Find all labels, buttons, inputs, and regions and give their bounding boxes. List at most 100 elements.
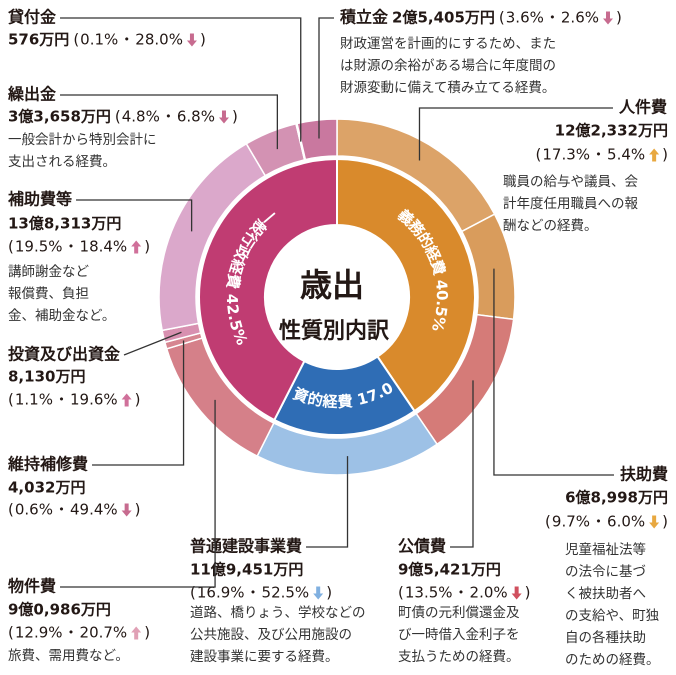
- callout-row: 普通建設事業費: [190, 537, 302, 556]
- callout-row: (12.9% ・ 20.7%): [8, 624, 150, 642]
- callout-description: 金、補助金など。: [8, 308, 115, 324]
- paren-close: ): [135, 391, 141, 409]
- callout-name: 公債費: [398, 537, 446, 556]
- callout-row: 12億2,332万円: [555, 122, 668, 140]
- callout-row: 貸付金: [7, 8, 57, 27]
- chart-subtitle: 性質別内訳: [279, 318, 389, 344]
- separator: ・: [591, 146, 606, 164]
- callout-description: 児童福祉法等: [565, 541, 646, 558]
- callout-name: 貸付金: [7, 8, 57, 27]
- callout-description: 支払うための経費。: [398, 649, 520, 665]
- callout-row: 11億9,451万円: [190, 561, 303, 579]
- separator: ・: [545, 9, 560, 27]
- callout-amount: 2億5,405万円: [392, 9, 495, 27]
- callout-amount: 8,130万円: [8, 368, 85, 386]
- callout-row: (1.1% ・ 19.6%): [8, 391, 141, 409]
- callout-row: 公債費: [398, 537, 446, 556]
- paren-close: ): [200, 31, 206, 49]
- separator: ・: [64, 624, 79, 642]
- trend-arrow: [121, 503, 132, 517]
- leader-line: [60, 94, 279, 150]
- leader-line: [60, 399, 216, 588]
- callout-description: 公共施設、及び公用施設の: [190, 627, 352, 643]
- change-label: 20.7%: [80, 624, 128, 642]
- callout-row: (16.9% ・ 52.5%): [190, 584, 332, 602]
- chart-title: 歳出: [300, 266, 364, 304]
- leader-line: [306, 456, 349, 548]
- trend-arrow: [649, 148, 660, 162]
- callout-description: 財源変動に備えて積み立てる経費。: [340, 80, 555, 96]
- leader-line: [418, 107, 613, 161]
- inner-segment: [198, 157, 338, 422]
- callout-name: 扶助費: [620, 465, 668, 484]
- paren-close: ): [662, 513, 668, 531]
- callout-amount: 13億8,313万円: [8, 215, 121, 233]
- callout-description: のための経費。: [565, 652, 660, 668]
- callout-amount: 576万円: [8, 31, 69, 49]
- callout-name: 投資及び出資金: [8, 345, 121, 364]
- callout-row: 繰出金: [8, 85, 57, 104]
- callout-row: 物件費: [8, 577, 56, 596]
- callout-description: 財政運営を計画的にするため、また: [340, 36, 556, 52]
- callout-row: (13.5% ・ 2.0%): [398, 584, 531, 602]
- inner-value-label: 40.5%: [428, 279, 451, 334]
- share-label: 12.9%: [15, 624, 63, 642]
- paren-close: ): [662, 146, 668, 164]
- paren-open: (: [190, 584, 196, 602]
- change-label: 49.4%: [70, 501, 118, 519]
- share-label: 16.9%: [197, 584, 245, 602]
- callout-name: 補助費等: [8, 190, 72, 209]
- callout-name: 積立金: [339, 8, 389, 27]
- callout-description: 報償費、負担: [8, 286, 89, 302]
- trend-arrow: [131, 240, 142, 254]
- share-label: 4.8%: [122, 108, 160, 126]
- callout-row: (0.6% ・ 49.4%): [8, 501, 141, 519]
- change-label: 2.0%: [470, 584, 508, 602]
- callout-amount: 3億3,658万円: [8, 108, 111, 126]
- callout-description: の支給や、町独: [565, 608, 660, 624]
- callout-row: 8,130万円: [8, 368, 85, 386]
- paren-close: ): [525, 584, 531, 602]
- paren-open: (: [8, 624, 14, 642]
- callout-row: 576万円(0.1% ・ 28.0%): [8, 31, 206, 49]
- callout-row: 9億5,421万円: [398, 561, 501, 579]
- callout-amount: 12億2,332万円: [555, 122, 668, 140]
- share-label: 0.6%: [15, 501, 53, 519]
- share-label: 0.1%: [80, 31, 118, 49]
- trend-arrow: [511, 586, 522, 600]
- callout-description: 酬などの経費。: [503, 218, 598, 234]
- leader-line: [450, 380, 474, 548]
- change-label: 6.0%: [607, 513, 645, 531]
- callout-description: 一般会計から特別会計に: [8, 132, 157, 148]
- separator: ・: [119, 31, 134, 49]
- paren-close: ): [326, 584, 332, 602]
- callout-description: 町債の元利償還金及: [398, 605, 520, 621]
- paren-open: (: [115, 108, 121, 126]
- callout-description: 旅費、需用費など。: [8, 648, 129, 664]
- separator: ・: [454, 584, 469, 602]
- change-label: 19.6%: [70, 391, 118, 409]
- paren-open: (: [536, 146, 542, 164]
- leader-line: [123, 331, 182, 356]
- paren-open: (: [73, 31, 79, 49]
- leader-line: [318, 17, 334, 139]
- paren-open: (: [545, 513, 551, 531]
- change-label: 6.8%: [177, 108, 215, 126]
- callout-amount: 6億8,998万円: [565, 489, 668, 507]
- share-label: 9.7%: [552, 513, 590, 531]
- change-label: 5.4%: [607, 146, 645, 164]
- leader-line: [493, 268, 614, 476]
- separator: ・: [54, 391, 69, 409]
- callout-row: 3億3,658万円(4.8% ・ 6.8%): [8, 108, 238, 126]
- paren-close: ): [144, 624, 150, 642]
- callout-name: 維持補修費: [7, 455, 88, 474]
- trend-arrow: [131, 626, 142, 640]
- callout-row: (19.5% ・ 18.4%): [8, 238, 150, 256]
- trend-arrow: [313, 586, 324, 600]
- separator: ・: [64, 238, 79, 256]
- callout-row: (9.7% ・ 6.0%): [545, 513, 668, 531]
- callout-row: 維持補修費: [7, 455, 88, 474]
- share-label: 17.3%: [542, 146, 590, 164]
- callout-row: 積立金 2億5,405万円(3.6% ・ 2.6%): [339, 8, 622, 27]
